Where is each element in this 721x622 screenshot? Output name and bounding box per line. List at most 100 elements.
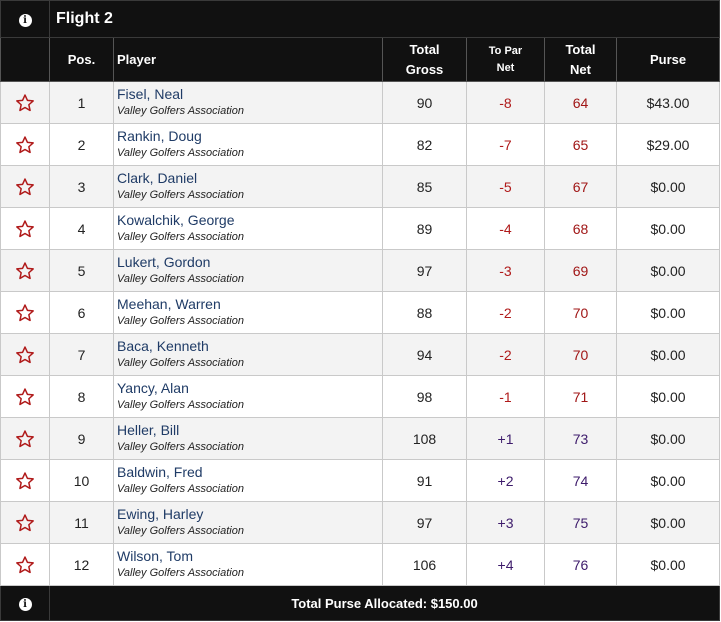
- total-net-cell: 68: [544, 207, 617, 250]
- purse-cell: $0.00: [615, 417, 721, 460]
- player-name-link[interactable]: Yancy, Alan: [117, 379, 189, 396]
- player-name-link[interactable]: Clark, Daniel: [117, 169, 198, 186]
- total-gross-cell: 106: [382, 543, 467, 586]
- player-organization: Valley Golfers Association: [117, 188, 244, 201]
- purse-cell: $0.00: [615, 291, 721, 334]
- table-row[interactable]: 12 Wilson, Tom Valley Golfers Association 1…: [0, 543, 721, 586]
- total-gross-cell: 88: [382, 291, 467, 334]
- player-cell: Heller, Bill Valley Golfers Association: [113, 417, 383, 460]
- position-cell: 11: [49, 501, 114, 544]
- table-row[interactable]: 5 Lukert, Gordon Valley Golfers Associatio…: [0, 249, 721, 292]
- player-cell: Lukert, Gordon Valley Golfers Association: [113, 249, 383, 292]
- info-icon[interactable]: i: [18, 14, 32, 27]
- table-row[interactable]: 2 Rankin, Doug Valley Golfers Association 8…: [0, 123, 721, 166]
- flight-title: Flight 2: [48, 0, 721, 38]
- favorite-star-icon[interactable]: [0, 459, 50, 502]
- position-cell: 9: [49, 417, 114, 460]
- player-name-link[interactable]: Kowalchik, George: [117, 211, 235, 228]
- leaderboard-body: 1 Fisel, Neal Valley Golfers Association 90…: [0, 81, 721, 586]
- player-name-link[interactable]: Lukert, Gordon: [117, 253, 211, 270]
- total-gross-cell: 89: [382, 207, 467, 250]
- col-total-net-header[interactable]: Total Net: [544, 37, 617, 82]
- favorite-star-icon[interactable]: [0, 543, 50, 586]
- col-total-gross-header[interactable]: Total Gross: [382, 37, 467, 82]
- favorite-star-icon[interactable]: [0, 417, 50, 460]
- to-par-net-cell: -3: [466, 249, 545, 292]
- position-cell: 6: [49, 291, 114, 334]
- purse-cell: $0.00: [615, 375, 721, 418]
- table-row[interactable]: 1 Fisel, Neal Valley Golfers Association 90…: [0, 81, 721, 124]
- player-organization: Valley Golfers Association: [117, 272, 244, 285]
- player-organization: Valley Golfers Association: [117, 314, 244, 327]
- player-name-link[interactable]: Ewing, Harley: [117, 505, 204, 522]
- purse-cell: $29.00: [615, 123, 721, 166]
- purse-cell: $0.00: [615, 249, 721, 292]
- table-row[interactable]: 8 Yancy, Alan Valley Golfers Association 98…: [0, 375, 721, 418]
- to-par-net-cell: +2: [466, 459, 545, 502]
- to-par-net-cell: +3: [466, 501, 545, 544]
- table-row[interactable]: 6 Meehan, Warren Valley Golfers Associatio…: [0, 291, 721, 334]
- favorite-star-icon[interactable]: [0, 291, 50, 334]
- to-par-net-cell: -7: [466, 123, 545, 166]
- player-cell: Kowalchik, George Valley Golfers Associat…: [113, 207, 383, 250]
- table-row[interactable]: 11 Ewing, Harley Valley Golfers Associatio…: [0, 501, 721, 544]
- total-gross-cell: 97: [382, 501, 467, 544]
- purse-cell: $0.00: [615, 165, 721, 208]
- col-purse-header[interactable]: Purse: [615, 37, 721, 82]
- position-cell: 5: [49, 249, 114, 292]
- position-cell: 2: [49, 123, 114, 166]
- table-row[interactable]: 7 Baca, Kenneth Valley Golfers Association…: [0, 333, 721, 376]
- to-par-net-cell: +4: [466, 543, 545, 586]
- table-row[interactable]: 10 Baldwin, Fred Valley Golfers Associatio…: [0, 459, 721, 502]
- col-star-header: [0, 37, 50, 82]
- table-row[interactable]: 9 Heller, Bill Valley Golfers Association 1…: [0, 417, 721, 460]
- position-cell: 7: [49, 333, 114, 376]
- favorite-star-icon[interactable]: [0, 123, 50, 166]
- total-net-header-line1: Total: [565, 41, 596, 57]
- favorite-star-icon[interactable]: [0, 249, 50, 292]
- col-to-par-net-header[interactable]: To Par Net: [466, 37, 545, 82]
- info-icon[interactable]: i: [18, 598, 32, 611]
- total-net-cell: 65: [544, 123, 617, 166]
- player-organization: Valley Golfers Association: [117, 524, 244, 537]
- col-player-header[interactable]: Player: [113, 37, 383, 82]
- total-purse-label: Total Purse Allocated: $150.00: [48, 585, 721, 621]
- table-row[interactable]: 4 Kowalchik, George Valley Golfers Associa…: [0, 207, 721, 250]
- to-par-net-cell: +1: [466, 417, 545, 460]
- purse-cell: $0.00: [615, 207, 721, 250]
- col-pos-header[interactable]: Pos.: [49, 37, 114, 82]
- total-gross-cell: 91: [382, 459, 467, 502]
- player-name-link[interactable]: Rankin, Doug: [117, 127, 202, 144]
- to-par-net-cell: -2: [466, 333, 545, 376]
- player-name-link[interactable]: Wilson, Tom: [117, 547, 193, 564]
- player-cell: Baldwin, Fred Valley Golfers Association: [113, 459, 383, 502]
- to-par-net-cell: -5: [466, 165, 545, 208]
- player-cell: Ewing, Harley Valley Golfers Association: [113, 501, 383, 544]
- favorite-star-icon[interactable]: [0, 81, 50, 124]
- player-name-link[interactable]: Meehan, Warren: [117, 295, 221, 312]
- player-name-link[interactable]: Baldwin, Fred: [117, 463, 203, 480]
- favorite-star-icon[interactable]: [0, 375, 50, 418]
- column-header-row: Pos. Player Total Gross To Par Net Total…: [0, 37, 721, 82]
- total-gross-cell: 85: [382, 165, 467, 208]
- total-gross-header-line2: Gross: [405, 61, 444, 77]
- total-gross-cell: 94: [382, 333, 467, 376]
- player-name-link[interactable]: Heller, Bill: [117, 421, 180, 438]
- total-gross-cell: 97: [382, 249, 467, 292]
- position-cell: 12: [49, 543, 114, 586]
- favorite-star-icon[interactable]: [0, 207, 50, 250]
- purse-cell: $0.00: [615, 543, 721, 586]
- table-row[interactable]: 3 Clark, Daniel Valley Golfers Association…: [0, 165, 721, 208]
- to-par-net-cell: -8: [466, 81, 545, 124]
- footer-row: i Total Purse Allocated: $150.00: [0, 585, 721, 621]
- footer-info-cell[interactable]: i: [0, 585, 50, 621]
- player-name-link[interactable]: Fisel, Neal: [117, 85, 184, 102]
- favorite-star-icon[interactable]: [0, 501, 50, 544]
- player-organization: Valley Golfers Association: [117, 482, 244, 495]
- favorite-star-icon[interactable]: [0, 165, 50, 208]
- favorite-star-icon[interactable]: [0, 333, 50, 376]
- player-name-link[interactable]: Baca, Kenneth: [117, 337, 209, 354]
- flight-info-cell[interactable]: i: [0, 0, 50, 38]
- to-par-net-cell: -4: [466, 207, 545, 250]
- player-organization: Valley Golfers Association: [117, 440, 244, 453]
